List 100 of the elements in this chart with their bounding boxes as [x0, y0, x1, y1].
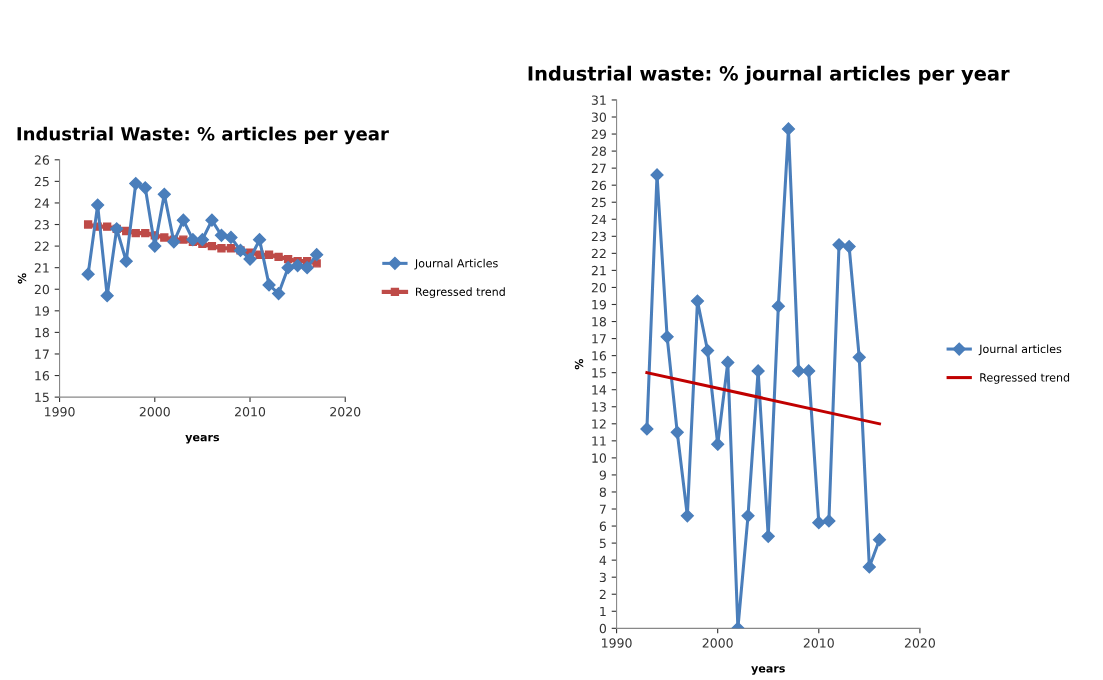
y-tick-label: 8 — [599, 487, 606, 497]
point — [862, 560, 876, 574]
x-tick-label: 1990 — [45, 407, 75, 417]
point — [650, 168, 664, 182]
y-tick-label: 18 — [592, 317, 606, 327]
point — [300, 261, 314, 275]
legend-label: Regressed trend — [980, 373, 1070, 384]
x-axis-title: years — [751, 666, 785, 675]
point — [812, 516, 826, 530]
x-axis-title: years — [185, 434, 220, 444]
y-tick-label: 21 — [34, 263, 49, 273]
point — [262, 278, 276, 292]
legend-label: Journal articles — [978, 344, 1062, 356]
y-tick-label: 0 — [599, 623, 607, 634]
x-tick-label: 1990 — [602, 638, 632, 648]
y-tick-label: 19 — [592, 299, 606, 310]
point — [195, 233, 209, 247]
x-tick-label: 2010 — [235, 407, 266, 417]
point — [690, 294, 705, 308]
point — [700, 343, 715, 358]
point — [103, 222, 112, 231]
y-tick-label: 15 — [592, 368, 606, 378]
y-tick-label: 19 — [35, 306, 49, 316]
point — [680, 509, 694, 523]
y-tick-label: 17 — [592, 334, 606, 344]
y-tick-label: 16 — [35, 371, 50, 381]
point — [141, 228, 150, 238]
point — [205, 213, 219, 227]
point — [781, 122, 796, 136]
point — [226, 244, 236, 253]
point — [640, 422, 654, 436]
point — [186, 233, 200, 247]
point — [761, 529, 775, 543]
point — [138, 181, 152, 195]
point — [179, 235, 188, 244]
point — [802, 364, 816, 378]
point — [271, 286, 286, 301]
y-tick-label: 21 — [591, 265, 606, 276]
point — [310, 248, 324, 262]
y-tick-label: 15 — [35, 392, 49, 403]
point — [252, 233, 267, 247]
point — [670, 425, 684, 439]
point — [129, 176, 143, 191]
y-axis-title: % — [574, 358, 584, 370]
point — [791, 364, 806, 378]
point — [281, 261, 295, 275]
point — [852, 350, 866, 364]
point — [131, 228, 140, 238]
chart-title: Industrial Waste: % articles per year — [17, 126, 389, 145]
y-tick-label: 20 — [34, 284, 50, 295]
point — [711, 437, 725, 451]
point — [312, 259, 321, 268]
x-tick-label: 2020 — [904, 638, 935, 648]
legend-label: Regressed trend — [416, 287, 505, 299]
y-tick-label: 11 — [592, 436, 606, 446]
y-tick-label: 22 — [591, 248, 606, 259]
point — [842, 239, 856, 254]
x-tick-label: 2010 — [803, 638, 834, 648]
y-tick-label: 9 — [599, 470, 606, 480]
x-tick-label: 2000 — [139, 407, 170, 417]
y-tick-label: 29 — [591, 129, 606, 139]
point — [167, 235, 181, 249]
y-tick-label: 23 — [34, 220, 49, 230]
y-tick-label: 13 — [592, 402, 606, 412]
point — [100, 289, 114, 303]
y-tick-label: 28 — [591, 146, 606, 157]
y-tick-label: 27 — [591, 163, 606, 173]
y-tick-label: 7 — [599, 504, 606, 514]
point — [660, 330, 674, 344]
point — [264, 250, 274, 259]
point — [81, 267, 95, 281]
point — [751, 364, 765, 378]
y-tick-label: 25 — [34, 176, 49, 187]
y-tick-label: 20 — [591, 282, 607, 293]
point — [771, 299, 785, 313]
x-tick-label: 2020 — [330, 407, 361, 417]
point — [119, 254, 133, 268]
point — [160, 233, 169, 242]
y-tick-label: 18 — [35, 327, 49, 338]
legend-label: Journal Articles — [414, 258, 498, 270]
chart-title: Industrial waste: % journal articles per year — [528, 65, 1010, 85]
y-axis-title: % — [17, 273, 27, 284]
y-tick-label: 10 — [592, 453, 607, 463]
y-tick-label: 30 — [591, 112, 607, 122]
point — [274, 252, 283, 262]
point — [176, 213, 190, 227]
point — [224, 230, 238, 245]
point — [741, 509, 755, 523]
y-tick-label: 24 — [34, 198, 50, 208]
point — [243, 252, 257, 266]
y-tick-label: 16 — [592, 351, 607, 361]
y-tick-label: 3 — [599, 572, 606, 583]
y-tick-label: 1 — [600, 606, 606, 617]
point — [207, 241, 217, 251]
y-tick-label: 24 — [591, 214, 607, 225]
point — [157, 187, 171, 201]
point — [214, 228, 229, 242]
point — [217, 244, 226, 253]
point — [721, 355, 735, 370]
y-tick-label: 25 — [591, 197, 606, 208]
